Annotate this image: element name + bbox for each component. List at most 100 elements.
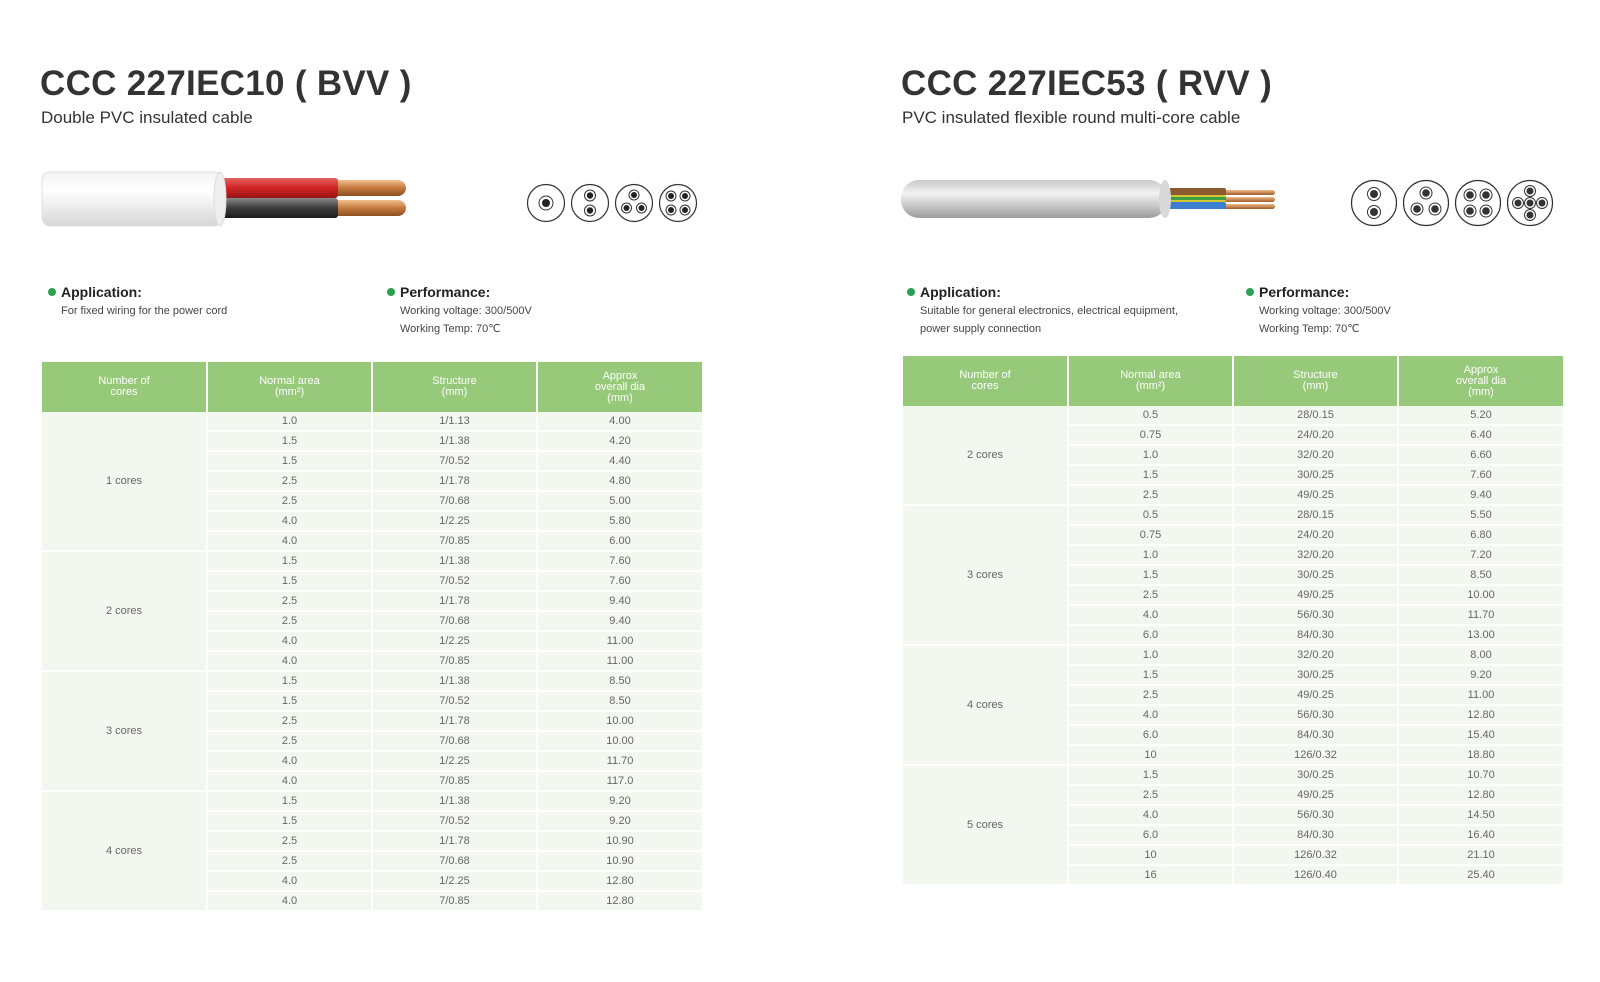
area-cell: 1.0: [1068, 445, 1234, 466]
table-row: 10 126/0.32 21.10: [903, 845, 1563, 866]
diameter-cell: 13.00: [1398, 625, 1563, 646]
area-cell: 6.0: [1068, 825, 1234, 846]
area-cell: 2.5: [207, 711, 373, 732]
area-cell: 1.0: [1068, 645, 1234, 666]
table-row: 1 cores 1.0 1/1.13 4.00: [42, 412, 702, 552]
application-block: Application: For fixed wiring for the po…: [48, 284, 227, 318]
table-row: 4.0 7/0.85 6.00: [42, 531, 702, 552]
header-area: Normal area (mm²): [1068, 356, 1234, 406]
diameter-cell: 9.40: [537, 611, 702, 632]
product-subtitle: PVC insulated flexible round multi-core …: [902, 108, 1241, 127]
structure-cell: 7/0.85: [372, 771, 538, 792]
table-row: 1.0 32/0.20 6.60: [903, 445, 1563, 466]
diameter-cell: 16.40: [1398, 825, 1563, 846]
structure-cell: 56/0.30: [1233, 605, 1399, 626]
structure-cell: 7/0.85: [372, 891, 538, 912]
diameter-cell: 10.00: [537, 711, 702, 732]
table-row: 2.5 1/1.78 9.40: [42, 591, 702, 612]
bvv-cross-sections: [526, 183, 698, 223]
core-count-cell: 2 cores: [903, 406, 1069, 506]
structure-cell: 32/0.20: [1233, 445, 1399, 466]
table-row: 4.0 7/0.85 11.00: [42, 651, 702, 672]
area-cell: 0.75: [1068, 425, 1234, 446]
table-row: 0.75 24/0.20 6.80: [903, 525, 1563, 546]
table-row: 4.0 1/2.25 11.70: [42, 751, 702, 772]
table-row: 1.5 7/0.52 8.50: [42, 691, 702, 712]
area-cell: 2.5: [207, 471, 373, 492]
structure-cell: 32/0.20: [1233, 545, 1399, 566]
diameter-cell: 12.80: [537, 871, 702, 892]
structure-cell: 7/0.52: [372, 691, 538, 712]
core-count-cell: 3 cores: [903, 505, 1069, 646]
performance-heading: Performance:: [1259, 284, 1350, 300]
structure-cell: 1/2.25: [372, 871, 538, 892]
area-cell: 1.5: [207, 571, 373, 592]
structure-cell: 84/0.30: [1233, 825, 1399, 846]
table-row: 1.5 7/0.52 4.40: [42, 451, 702, 472]
table-row: 2.5 49/0.25 10.00: [903, 585, 1563, 606]
performance-block: Performance: Working voltage: 300/500V W…: [387, 284, 532, 336]
table-row: 1.0 32/0.20 7.20: [903, 545, 1563, 566]
table-row: 1.5 30/0.25 7.60: [903, 465, 1563, 486]
diameter-cell: 6.00: [537, 531, 702, 552]
diameter-cell: 7.20: [1398, 545, 1563, 566]
product-subtitle: Double PVC insulated cable: [41, 108, 253, 127]
table-header-row: Number of cores Normal area (mm²) Struct…: [903, 356, 1563, 406]
area-cell: 1.5: [1068, 465, 1234, 486]
area-cell: 10: [1068, 845, 1234, 866]
diameter-cell: 5.50: [1398, 505, 1563, 526]
table-row: 4.0 1/2.25 5.80: [42, 511, 702, 532]
diameter-cell: 9.20: [1398, 665, 1563, 686]
structure-cell: 1/1.78: [372, 471, 538, 492]
diameter-cell: 8.50: [537, 671, 702, 692]
table-row: 4.0 7/0.85 117.0: [42, 771, 702, 792]
table-row: 4.0 56/0.30 14.50: [903, 805, 1563, 826]
core-count-cell: 3 cores: [42, 671, 208, 792]
table-row: 3 cores 0.5 28/0.15 5.50: [903, 505, 1563, 646]
application-line: Suitable for general electronics, electr…: [920, 305, 1179, 317]
area-cell: 16: [1068, 865, 1234, 886]
diameter-cell: 4.00: [537, 412, 702, 432]
diameter-cell: 10.00: [537, 731, 702, 752]
table-row: 1.5 30/0.25 8.50: [903, 565, 1563, 586]
performance-heading: Performance:: [400, 284, 491, 300]
table-row: 2.5 7/0.68 5.00: [42, 491, 702, 512]
four-core-stranded-section-icon: [1454, 179, 1502, 227]
area-cell: 1.5: [207, 791, 373, 812]
area-cell: 4.0: [207, 891, 373, 912]
area-cell: 2.5: [1068, 685, 1234, 706]
diameter-cell: 4.40: [537, 451, 702, 472]
table-row: 2.5 7/0.68 10.00: [42, 731, 702, 752]
area-cell: 1.5: [207, 451, 373, 472]
diameter-cell: 4.20: [537, 431, 702, 452]
structure-cell: 24/0.20: [1233, 425, 1399, 446]
area-cell: 1.5: [207, 671, 373, 692]
diameter-cell: 12.80: [537, 891, 702, 912]
four-core-section-icon: [658, 183, 698, 223]
area-cell: 2.5: [1068, 485, 1234, 506]
diameter-cell: 15.40: [1398, 725, 1563, 746]
diameter-cell: 5.20: [1398, 406, 1563, 426]
area-cell: 0.5: [1068, 505, 1234, 526]
area-cell: 4.0: [207, 771, 373, 792]
diameter-cell: 5.00: [537, 491, 702, 512]
table-row: 2.5 1/1.78 4.80: [42, 471, 702, 492]
table-row: 2.5 7/0.68 9.40: [42, 611, 702, 632]
voltage-line: Working voltage: 300/500V: [400, 305, 532, 317]
diameter-cell: 5.80: [537, 511, 702, 532]
header-area: Normal area (mm²): [207, 362, 373, 412]
area-cell: 1.5: [207, 431, 373, 452]
structure-cell: 1/2.25: [372, 751, 538, 772]
application-block: Application: Suitable for general electr…: [907, 284, 1178, 336]
two-core-section-icon: [570, 183, 610, 223]
area-cell: 2.5: [207, 591, 373, 612]
diameter-cell: 14.50: [1398, 805, 1563, 826]
table-row: 6.0 84/0.30 15.40: [903, 725, 1563, 746]
voltage-line: Working voltage: 300/500V: [1259, 305, 1391, 317]
bullet-dot-icon: [48, 288, 56, 296]
table-row: 2.5 49/0.25 12.80: [903, 785, 1563, 806]
area-cell: 2.5: [1068, 585, 1234, 606]
area-cell: 4.0: [207, 751, 373, 772]
diameter-cell: 6.80: [1398, 525, 1563, 546]
core-count-cell: 5 cores: [903, 765, 1069, 886]
